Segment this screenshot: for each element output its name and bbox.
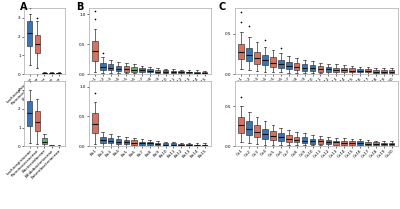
PathPatch shape [34, 35, 40, 54]
PathPatch shape [310, 65, 315, 71]
PathPatch shape [27, 22, 32, 46]
PathPatch shape [389, 143, 394, 145]
PathPatch shape [341, 141, 347, 145]
PathPatch shape [124, 66, 129, 72]
PathPatch shape [202, 144, 208, 146]
PathPatch shape [254, 125, 260, 138]
PathPatch shape [49, 73, 54, 74]
PathPatch shape [373, 70, 379, 73]
PathPatch shape [294, 63, 300, 70]
PathPatch shape [171, 143, 176, 146]
PathPatch shape [278, 60, 284, 68]
PathPatch shape [42, 73, 47, 74]
PathPatch shape [294, 137, 300, 142]
PathPatch shape [178, 71, 184, 73]
PathPatch shape [334, 68, 339, 72]
PathPatch shape [116, 66, 121, 71]
PathPatch shape [262, 129, 268, 139]
PathPatch shape [147, 69, 152, 72]
PathPatch shape [139, 141, 145, 144]
PathPatch shape [365, 142, 371, 145]
PathPatch shape [286, 62, 292, 69]
PathPatch shape [147, 142, 152, 145]
PathPatch shape [92, 41, 98, 61]
PathPatch shape [326, 140, 331, 144]
PathPatch shape [27, 101, 32, 126]
PathPatch shape [132, 68, 137, 72]
PathPatch shape [171, 71, 176, 73]
PathPatch shape [42, 138, 47, 144]
PathPatch shape [373, 142, 379, 145]
PathPatch shape [254, 52, 260, 64]
PathPatch shape [155, 143, 160, 145]
PathPatch shape [302, 64, 307, 71]
PathPatch shape [246, 48, 252, 61]
PathPatch shape [56, 73, 62, 74]
PathPatch shape [49, 145, 54, 146]
PathPatch shape [381, 70, 386, 73]
Text: A: A [20, 2, 28, 12]
PathPatch shape [100, 137, 106, 143]
PathPatch shape [139, 68, 145, 72]
PathPatch shape [163, 143, 168, 145]
PathPatch shape [318, 66, 323, 72]
PathPatch shape [34, 111, 40, 131]
PathPatch shape [178, 144, 184, 146]
PathPatch shape [357, 141, 363, 145]
PathPatch shape [349, 68, 355, 73]
PathPatch shape [124, 140, 129, 144]
PathPatch shape [326, 67, 331, 72]
PathPatch shape [302, 138, 307, 143]
PathPatch shape [194, 144, 200, 146]
PathPatch shape [132, 140, 137, 144]
PathPatch shape [100, 63, 106, 70]
PathPatch shape [116, 139, 121, 144]
PathPatch shape [56, 145, 62, 146]
PathPatch shape [349, 141, 355, 145]
PathPatch shape [108, 65, 113, 70]
PathPatch shape [246, 121, 252, 135]
PathPatch shape [262, 55, 268, 65]
PathPatch shape [381, 143, 386, 145]
PathPatch shape [202, 72, 208, 73]
PathPatch shape [278, 134, 284, 141]
PathPatch shape [318, 139, 323, 144]
PathPatch shape [310, 139, 315, 144]
PathPatch shape [108, 138, 113, 143]
Text: C: C [219, 2, 226, 12]
PathPatch shape [238, 117, 244, 133]
PathPatch shape [365, 69, 371, 73]
PathPatch shape [270, 131, 276, 140]
PathPatch shape [341, 68, 347, 73]
PathPatch shape [357, 69, 363, 73]
PathPatch shape [334, 141, 339, 145]
PathPatch shape [238, 44, 244, 59]
PathPatch shape [186, 144, 192, 146]
PathPatch shape [389, 70, 394, 73]
PathPatch shape [286, 135, 292, 142]
PathPatch shape [92, 113, 98, 133]
PathPatch shape [186, 72, 192, 73]
PathPatch shape [270, 57, 276, 67]
Text: B: B [76, 2, 84, 12]
PathPatch shape [155, 70, 160, 73]
PathPatch shape [163, 70, 168, 73]
PathPatch shape [194, 72, 200, 73]
